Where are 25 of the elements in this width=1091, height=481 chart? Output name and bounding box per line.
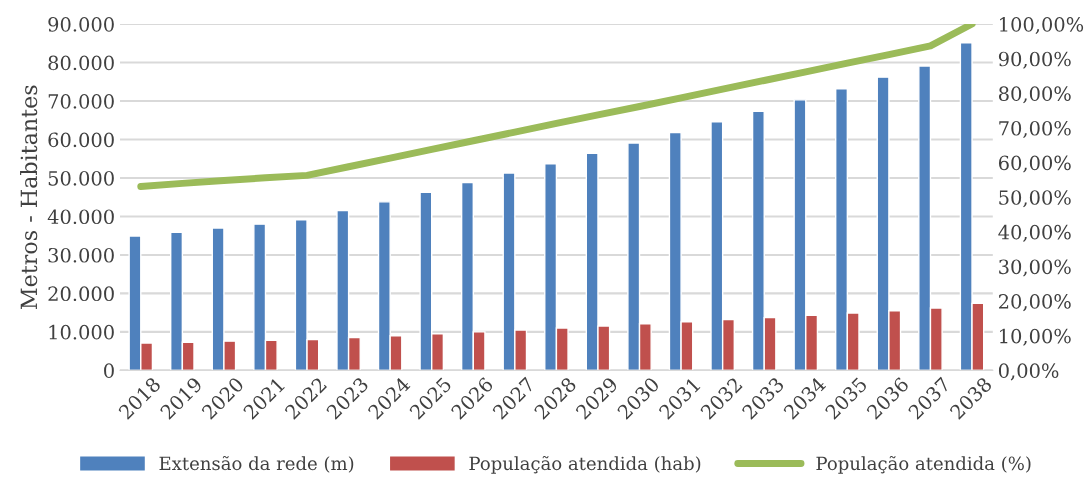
y-tick-label: 40.000 [47,209,114,225]
y-tick-label: 90.000 [48,17,114,32]
y2-tick-label: 70,00% [999,120,1071,138]
y-tick-label: 20.000 [48,286,114,302]
y2-tick-label: 60,00% [998,155,1071,173]
y2-tick-label: 40,00% [998,224,1071,242]
y2-tick-label: 30,00% [999,259,1071,277]
y2-tick-label: 10,00% [1000,328,1071,346]
y-tick-label: 0 [104,363,114,379]
legend-label: População atendida (%) [816,455,1031,474]
y-tick-label: 80.000 [48,55,114,71]
y-tick-label: 10.000 [49,324,114,340]
y2-tick-label: 0,00% [998,363,1059,381]
y-tick-label: 50.000 [48,170,114,186]
y2-tick-label: 20,00% [998,294,1071,312]
y-tick-label: 70.000 [48,93,114,109]
y-axis-title: Metros - Habitantes [20,85,38,310]
legend-label: População atendida (hab) [469,455,701,474]
y2-tick-label: 100,00% [1000,17,1084,35]
legend-label: Extensão da rede (m) [159,455,354,473]
y2-tick-label: 80,00% [998,86,1071,104]
y2-tick-label: 90,00% [998,51,1071,69]
y-tick-label: 30.000 [48,247,114,263]
y-tick-label: 60.000 [48,132,114,148]
y2-tick-label: 50,00% [999,190,1071,208]
